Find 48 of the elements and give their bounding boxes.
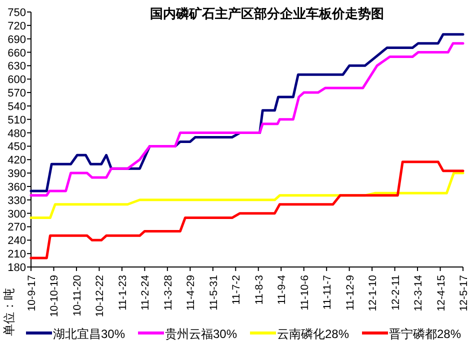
y-tick-label: 690 [8,34,26,46]
x-tick-label: 12-5-17 [458,274,470,312]
x-tick-label: 12-1-10 [367,274,380,312]
x-tick-label: 11-9-4 [276,274,288,305]
y-tick-label: 570 [8,88,26,100]
x-tick-label: 11-11-7 [322,274,334,310]
y-tick-label: 630 [8,60,26,73]
text: 单位：吨 [2,288,16,336]
x-tick-label: 12-3-14 [412,274,425,312]
y-tick-label: 750 [8,7,26,19]
x-tick-label: 10-11-20 [71,274,84,316]
y-tick-label: 420 [8,154,26,167]
y-tick-label: 390 [8,168,26,180]
x-tick-label: 11-12-9 [344,274,356,310]
x-tick-label: 11-8-3 [253,274,266,305]
y-tick-label: 510 [8,114,26,126]
line-series [30,172,464,220]
y-tick-label: 660 [8,47,26,60]
x-tick-label: 11-3-28 [162,274,174,310]
legend-label: 湖北宜昌30% [53,327,126,341]
chart-title: 国内磷矿石主产区部分企业车板价走势图 [150,6,384,21]
x-tick-label: 10-10-19 [48,274,61,318]
x-tick-label: 11-4-29 [185,274,198,310]
line-series [30,160,464,260]
legend-label: 晋宁磷都28% [389,327,462,341]
x-tick-label: 12-2-11 [390,274,402,310]
y-tick-label: 210 [8,248,26,261]
y-tick-label: 450 [8,141,26,154]
x-tick-label: 10-9-17 [26,274,38,312]
y-tick-label: 360 [8,181,26,194]
y-tick-label: 330 [8,194,26,207]
x-tick-label: 11-5-31 [208,274,220,310]
x-tick-label: 11-1-23 [116,274,129,310]
y-tick-label: 540 [8,100,26,113]
y-tick-label: 720 [8,20,26,32]
x-tick-label: 12-4-15 [435,274,448,312]
y-tick-label: 300 [8,208,26,220]
legend-label: 贵州云福30% [165,327,238,341]
x-tick-label: 11-7-2 [230,274,243,305]
y-tick-label: 240 [8,235,26,248]
y-tick-label: 270 [8,222,26,234]
y-tick-label: 480 [8,128,26,140]
x-tick-label: 10-12-22 [94,274,106,318]
y-tick-label: 600 [8,74,26,86]
y-tick-label: 180 [8,262,26,274]
legend-label: 云南磷化28% [277,327,350,341]
x-tick-label: 11-2-24 [140,274,152,310]
x-tick-label: 11-10-6 [298,274,311,310]
